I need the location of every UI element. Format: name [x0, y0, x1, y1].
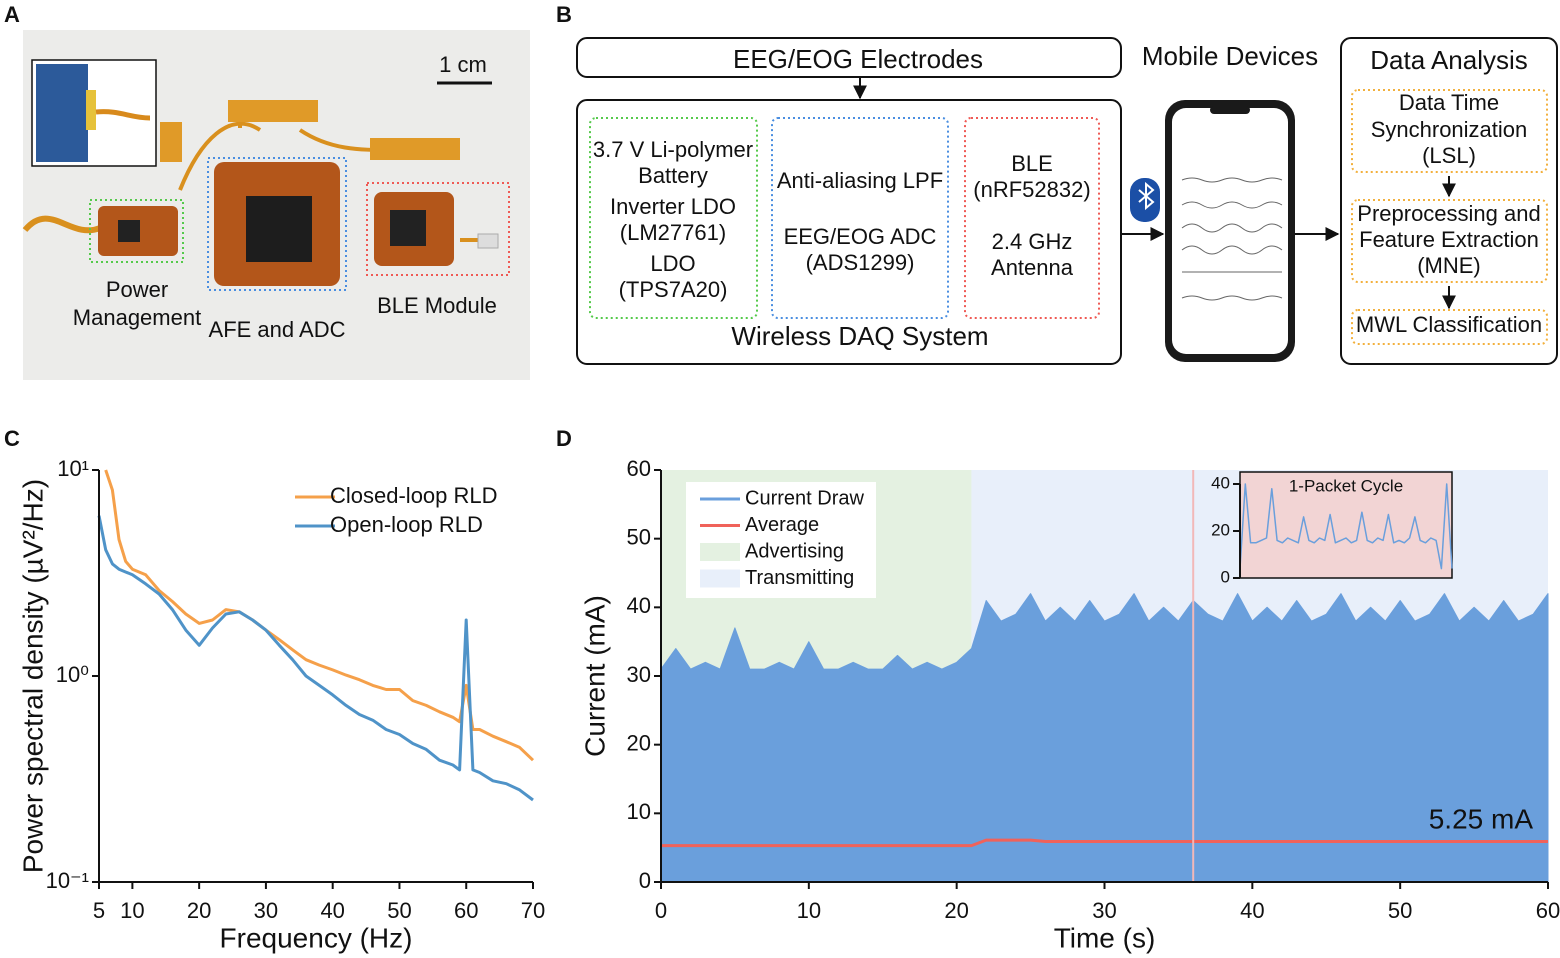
photo-label: Power	[106, 277, 168, 302]
legend-label: Open-loop RLD	[330, 512, 483, 537]
legend-label: Closed-loop RLD	[330, 483, 498, 508]
x-tick-label: 70	[521, 898, 545, 923]
step-box	[1351, 89, 1548, 173]
x-tick-label: 30	[1092, 898, 1116, 923]
y-tick-label: 30	[627, 662, 651, 687]
y-tick-label: 50	[627, 524, 651, 549]
y-tick-label: 20	[627, 730, 651, 755]
block-line: Antenna	[991, 255, 1074, 280]
y-axis-label: Current (mA)	[579, 595, 610, 757]
area	[660, 593, 1549, 883]
legend-label: Current Draw	[745, 487, 864, 509]
block-line: EEG/EOG ADC	[784, 224, 937, 249]
block-line: (TPS7A20)	[619, 277, 728, 302]
scale-bar-label: 1 cm	[439, 52, 487, 77]
block-line: 2.4 GHz	[992, 229, 1073, 254]
y-tick-label: 10¹	[57, 456, 89, 481]
box-label: Mobile Devices	[1142, 41, 1318, 71]
block-line: Data Time	[1399, 90, 1499, 115]
ble-block	[964, 117, 1100, 319]
legend-label: Transmitting	[745, 567, 854, 589]
block-line: Battery	[638, 163, 708, 188]
x-tick-label: 20	[187, 898, 211, 923]
line	[104, 469, 535, 762]
x-tick-label: 5	[93, 898, 105, 923]
photo-label: AFE and ADC	[209, 317, 346, 342]
block-line: (ADS1299)	[806, 250, 915, 275]
diagram-shapes	[576, 37, 1558, 365]
block-line: BLE	[1011, 151, 1053, 176]
block-line: Synchronization	[1371, 117, 1528, 142]
legend-swatch	[700, 543, 740, 561]
y-axis-label: Power spectral density (µV²/Hz)	[17, 479, 48, 873]
legend-label: Advertising	[745, 540, 844, 562]
photo-label: Management	[73, 305, 201, 330]
y-tick-label: 40	[627, 593, 651, 618]
x-tick-label: 50	[387, 898, 411, 923]
y-tick-label: 10	[627, 799, 651, 824]
y-tick-label: 0	[1221, 567, 1230, 586]
photo	[22, 30, 530, 380]
line	[97, 515, 534, 802]
x-tick-label: 60	[1536, 898, 1560, 923]
x-axis-label: Time (s)	[1054, 922, 1156, 953]
legend-label: Average	[745, 514, 819, 536]
charts: 10⁻¹ 10⁰ 10¹ 5 10 20 30 40 50 60 70 Frequency (Hz) P…	[17, 456, 1560, 954]
x-tick-label: 30	[254, 898, 278, 923]
x-tick-label: 20	[944, 898, 968, 923]
line	[1239, 483, 1453, 570]
box-label: Wireless DAQ System	[731, 321, 988, 351]
panel-label: B	[556, 2, 572, 27]
photo-label: BLE Module	[377, 293, 497, 318]
box-label: EEG/EOG Electrodes	[733, 44, 983, 74]
x-tick-label: 10	[797, 898, 821, 923]
block-line: Anti-aliasing LPF	[777, 168, 943, 193]
x-tick-label: 40	[320, 898, 344, 923]
afe-block	[771, 117, 949, 319]
panel-label: A	[4, 2, 20, 27]
panel-label: C	[4, 426, 20, 451]
legend-swatch	[700, 569, 740, 588]
block-line: LDO	[650, 251, 695, 276]
x-tick-label: 60	[454, 898, 478, 923]
x-tick-label: 50	[1388, 898, 1412, 923]
y-tick-label: 20	[1211, 520, 1230, 539]
block-line: (LSL)	[1422, 143, 1476, 168]
x-tick-label: 10	[120, 898, 144, 923]
phone	[1130, 100, 1295, 362]
y-tick-label: 10⁰	[56, 662, 89, 687]
block-line: Inverter LDO	[610, 194, 736, 219]
line	[661, 838, 1548, 848]
annotation: 5.25 mA	[1429, 804, 1534, 835]
inset-title: 1-Packet Cycle	[1289, 476, 1403, 495]
y-tick-label: 10⁻¹	[46, 868, 89, 893]
block-line: (LM27761)	[620, 220, 726, 245]
block-line: (nRF52832)	[973, 177, 1090, 202]
block-line: (MNE)	[1417, 253, 1481, 278]
y-tick-label: 40	[1211, 473, 1230, 492]
step-box	[1351, 199, 1548, 283]
step-box	[1351, 309, 1548, 345]
block-line: 3.7 V Li-polymer	[593, 137, 753, 162]
block-line: MWL Classification	[1356, 312, 1542, 337]
x-tick-label: 0	[655, 898, 667, 923]
y-tick-label: 0	[639, 868, 651, 893]
panel-label: D	[556, 426, 572, 451]
y-tick-label: 60	[627, 456, 651, 481]
x-axis-label: Frequency (Hz)	[220, 922, 413, 953]
box-label: Data Analysis	[1370, 45, 1528, 75]
block-line: Preprocessing and	[1357, 201, 1540, 226]
block-line: Feature Extraction	[1359, 227, 1539, 252]
x-tick-label: 40	[1240, 898, 1264, 923]
